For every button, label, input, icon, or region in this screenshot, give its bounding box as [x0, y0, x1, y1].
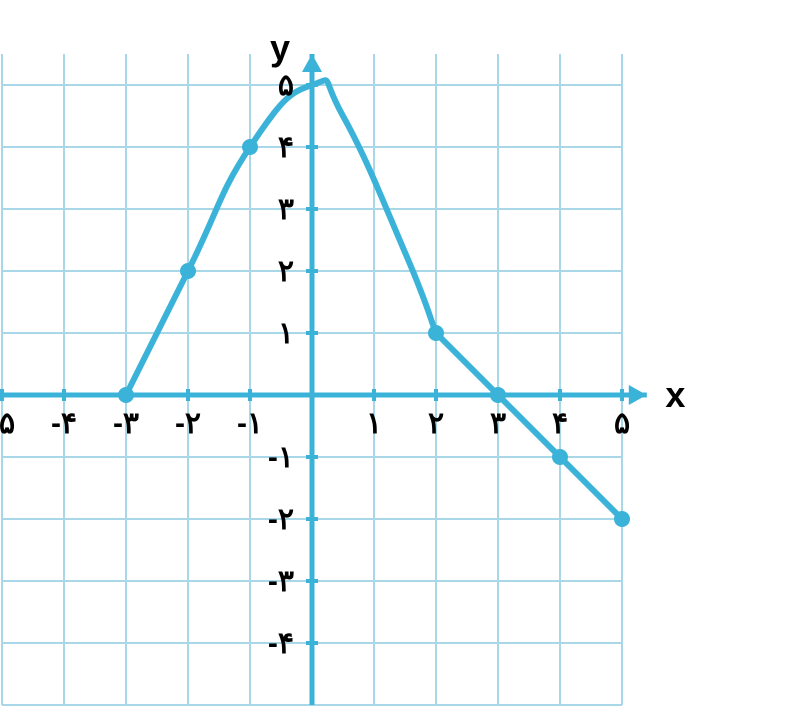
- y-tick-label: -۱: [268, 441, 294, 474]
- x-axis-label: x: [665, 374, 685, 415]
- y-tick-label: ۳: [278, 193, 294, 226]
- x-tick-label: ۲: [428, 407, 444, 440]
- x-tick-label: -۵: [0, 407, 15, 440]
- x-tick-label: ۳: [490, 407, 506, 440]
- y-tick-label: ۵: [278, 69, 294, 102]
- y-tick-label: ۱: [278, 317, 294, 350]
- y-tick-label: -۴: [268, 627, 294, 660]
- y-tick-label: ۲: [278, 255, 294, 288]
- y-tick-label: -۳: [268, 565, 294, 598]
- y-axis-label: y: [270, 27, 290, 68]
- y-tick-label: -۲: [268, 503, 294, 536]
- y-tick-label: ۴: [278, 131, 294, 164]
- x-tick-label: -۴: [51, 407, 77, 440]
- x-tick-label: ۱: [366, 407, 382, 440]
- x-tick-label: ۵: [614, 407, 630, 440]
- axes: [2, 54, 647, 705]
- x-tick-label: -۳: [113, 407, 139, 440]
- xy-chart: -۵ -۴ -۳ -۲ -۱ ۱ ۲ ۳ ۴ ۵ ۵ ۴ ۳ ۲ ۱ -۱ -۲ -۳ -۴ x y: [0, 0, 799, 717]
- x-tick-label: -۲: [175, 407, 201, 440]
- x-tick-label: -۱: [237, 407, 263, 440]
- tick-labels: -۵ -۴ -۳ -۲ -۱ ۱ ۲ ۳ ۴ ۵ ۵ ۴ ۳ ۲ ۱ -۱ -۲ -۳ -۴: [0, 69, 630, 660]
- x-tick-label: ۴: [552, 407, 568, 440]
